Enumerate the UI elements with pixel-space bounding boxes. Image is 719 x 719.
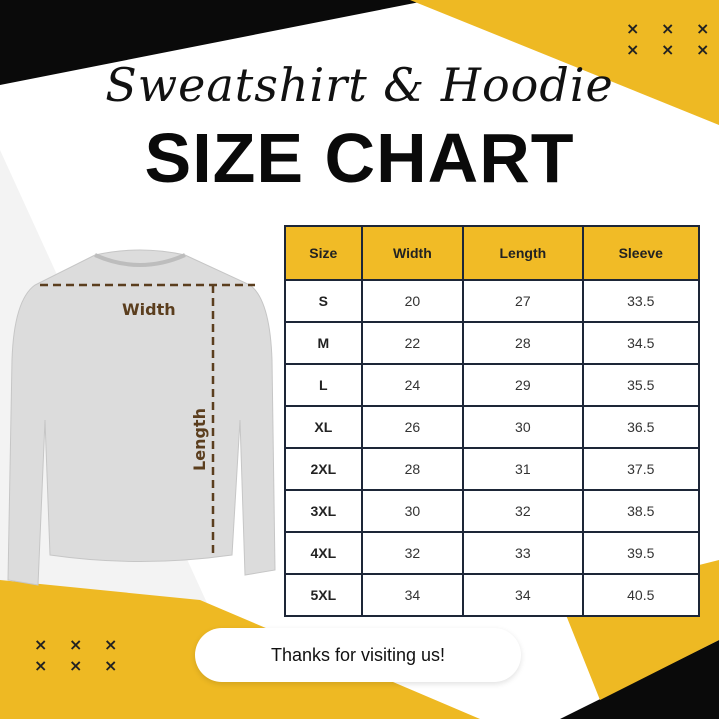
length-label: Length (189, 408, 209, 471)
top-black-band (0, 0, 430, 85)
table-row: 3XL 30 32 38.5 (284, 489, 701, 533)
cell-length: 29 (462, 363, 584, 407)
cell-sleeve: 34.5 (581, 321, 701, 365)
cell-length: 33 (462, 531, 584, 575)
page-title: SIZE CHART (144, 119, 575, 197)
table-row: 5XL 34 34 40.5 (284, 573, 701, 617)
cell-width: 34 (360, 573, 465, 617)
cell-sleeve: 35.5 (581, 363, 701, 407)
cell-size: XL (284, 405, 363, 449)
cell-length: 30 (462, 405, 584, 449)
cell-width: 30 (360, 489, 465, 533)
cell-size: 3XL (284, 489, 363, 533)
top-yellow-band (410, 0, 719, 125)
cell-sleeve: 39.5 (581, 531, 701, 575)
table-row: 4XL 32 33 39.5 (284, 531, 701, 575)
cell-sleeve: 40.5 (581, 573, 701, 617)
table-row: M 22 28 34.5 (284, 321, 701, 365)
script-title: Sweatshirt & Hoodie (105, 58, 614, 112)
cell-size: S (284, 279, 363, 323)
header-width: Width (360, 225, 465, 281)
cell-width: 20 (360, 279, 465, 323)
cell-sleeve: 33.5 (581, 279, 701, 323)
cross-pattern-top: × × × × × × (626, 18, 717, 60)
cell-sleeve: 36.5 (581, 405, 701, 449)
table-row: 2XL 28 31 37.5 (284, 447, 701, 491)
cell-size: 5XL (284, 573, 363, 617)
cell-size: M (284, 321, 363, 365)
cell-length: 27 (462, 279, 584, 323)
cell-width: 32 (360, 531, 465, 575)
size-table: Size Width Length Sleeve S 20 27 33.5 M 22 28 3… (284, 225, 701, 617)
table-row: XL 26 30 36.5 (284, 405, 701, 449)
cell-sleeve: 38.5 (581, 489, 701, 533)
table-row: L 24 29 35.5 (284, 363, 701, 407)
cell-length: 28 (462, 321, 584, 365)
cross-pattern-bottom: × × × × × × (34, 634, 125, 676)
header-length: Length (462, 225, 584, 281)
table-header-row: Size Width Length Sleeve (284, 225, 701, 281)
cross-row: × × × (626, 19, 718, 38)
cell-width: 24 (360, 363, 465, 407)
cell-sleeve: 37.5 (581, 447, 701, 491)
cross-row: × × × (34, 656, 126, 675)
thanks-banner: Thanks for visiting us! (195, 628, 521, 682)
header-size: Size (284, 225, 363, 281)
cell-size: 4XL (284, 531, 363, 575)
cell-width: 28 (360, 447, 465, 491)
cell-length: 32 (462, 489, 584, 533)
table-row: S 20 27 33.5 (284, 279, 701, 323)
header-sleeve: Sleeve (581, 225, 701, 281)
cross-row: × × × (626, 40, 718, 59)
cell-width: 22 (360, 321, 465, 365)
cell-length: 34 (462, 573, 584, 617)
width-label: Width (122, 300, 176, 319)
sweatshirt-image (7, 249, 276, 586)
cell-size: 2XL (284, 447, 363, 491)
cell-length: 31 (462, 447, 584, 491)
cross-row: × × × (34, 635, 126, 654)
cell-size: L (284, 363, 363, 407)
cell-width: 26 (360, 405, 465, 449)
